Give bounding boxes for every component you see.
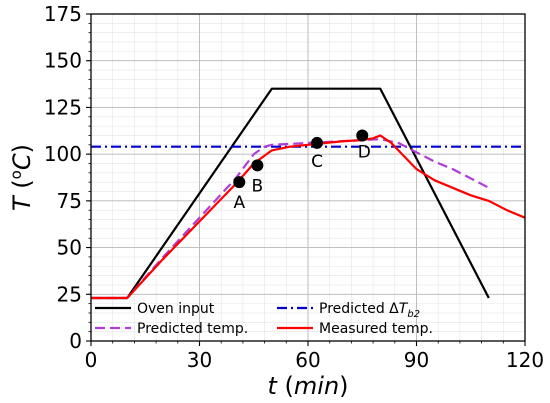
legend-item-measured-temp: Measured temp. [277, 321, 433, 337]
x-axis-label: t (min) [267, 372, 348, 400]
legend-item-oven-input: Oven input [95, 301, 215, 317]
x-tick-label: 120 [506, 348, 544, 372]
y-axis-label: T (oC) [7, 144, 36, 211]
y-tick-label: 50 [57, 236, 82, 260]
legend-label-predicted-delta-tb2: Predicted ΔTb2 [319, 301, 420, 320]
series-line-oven-input [91, 87, 490, 300]
ticks-layer: 0 30 60 90 120 0 25 50 75 100 125 150 175 [44, 2, 544, 372]
x-axis-close-paren: ) [339, 372, 348, 400]
x-axis-var: t [267, 372, 278, 400]
y-tick-label: 150 [44, 49, 82, 73]
legend-label-predicted-temp: Predicted temp. [137, 321, 248, 337]
y-tick-label: 175 [44, 2, 82, 26]
point-label-d: D [358, 142, 371, 162]
y-axis-unit-sup: o [7, 170, 25, 179]
y-axis-unit: C [8, 153, 36, 170]
legend-label-prefix: Predicted Δ [319, 301, 399, 317]
y-tick-label: 0 [69, 329, 82, 353]
legend-item-predicted-temp: Predicted temp. [95, 321, 248, 337]
x-tick-label: 30 [187, 348, 212, 372]
points-layer: AB C D [233, 129, 371, 213]
x-tick-label: 90 [404, 348, 429, 372]
legend-label-var: T [399, 301, 409, 317]
point-marker-a [233, 176, 246, 189]
y-axis-var: T [8, 194, 36, 211]
y-axis-open-paren: ( [8, 179, 36, 196]
point-label-a: A [233, 193, 245, 213]
y-tick-label: 75 [57, 189, 82, 213]
point-marker-d [356, 129, 369, 142]
y-tick-label: 125 [44, 95, 82, 119]
y-axis-close-paren: ) [8, 144, 36, 153]
x-tick-label: 60 [295, 348, 320, 372]
x-axis-unit: min [294, 372, 339, 400]
legend-label-oven-input: Oven input [137, 301, 215, 317]
legend-item-predicted-delta-tb2: Predicted ΔTb2 [277, 301, 420, 320]
point-label-c: C [311, 152, 323, 172]
x-axis-open-paren: ( [277, 372, 294, 400]
legend: Oven input Predicted temp. Predicted ΔTb… [95, 301, 433, 337]
y-tick-label: 100 [44, 142, 82, 166]
legend-label-measured-temp: Measured temp. [319, 321, 433, 337]
y-tick-label: 25 [57, 282, 82, 306]
point-marker-b [251, 159, 264, 172]
point-marker-c [311, 136, 324, 149]
point-label-b: B [252, 176, 264, 196]
series-line-predicted-temp [91, 138, 490, 300]
legend-label-sub: b2 [407, 309, 420, 320]
x-tick-label: 0 [85, 348, 98, 372]
